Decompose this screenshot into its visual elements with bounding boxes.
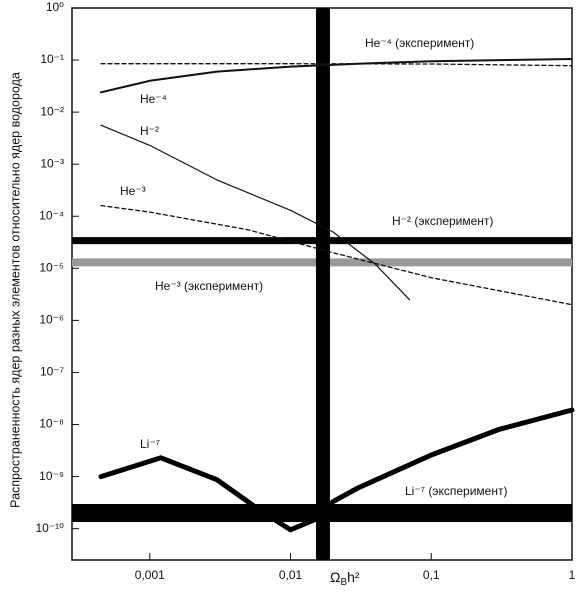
y-tick-label: 10⁰: [46, 0, 64, 14]
series-line: [100, 124, 411, 301]
x-axis-label: ΩBh²: [330, 569, 360, 588]
x-tick-label: 0,001: [135, 568, 165, 582]
y-tick-label: 10⁻⁷: [40, 365, 64, 379]
y-tick-label: 10⁻¹⁰: [36, 521, 65, 535]
x-tick-label: 0,01: [279, 568, 303, 582]
annotation: Li⁻⁷: [140, 437, 160, 451]
y-tick-label: 10⁻⁶: [39, 313, 64, 327]
annotation: He⁻⁴: [140, 92, 167, 106]
series-line: [98, 407, 575, 533]
y-tick-label: 10⁻³: [40, 156, 64, 170]
y-tick-label: 10⁻¹: [40, 52, 64, 66]
annotation: Li⁻⁷ (эксперимент): [405, 484, 507, 498]
annotation: He⁻⁴ (эксперимент): [365, 36, 474, 50]
series-line: [100, 58, 573, 94]
y-tick-label: 10⁻⁴: [39, 208, 64, 222]
x-tick-label: 1: [569, 568, 576, 582]
annotation: He⁻³: [120, 184, 146, 198]
series-line: [100, 63, 573, 67]
y-tick-label: 10⁻⁵: [39, 260, 64, 274]
annotation: He⁻³ (эксперимент): [155, 279, 263, 293]
y-axis-label: Распространенность ядер разных элементов…: [8, 72, 22, 508]
series-line: [100, 204, 573, 306]
y-tick-label: 10⁻⁸: [39, 417, 64, 431]
y-tick-label: 10⁻²: [40, 104, 64, 118]
annotation: H⁻²: [140, 124, 159, 138]
annotation: H⁻² (эксперимент): [392, 214, 493, 228]
y-tick-label: 10⁻⁹: [39, 469, 64, 483]
x-tick-label: 0,1: [423, 568, 440, 582]
